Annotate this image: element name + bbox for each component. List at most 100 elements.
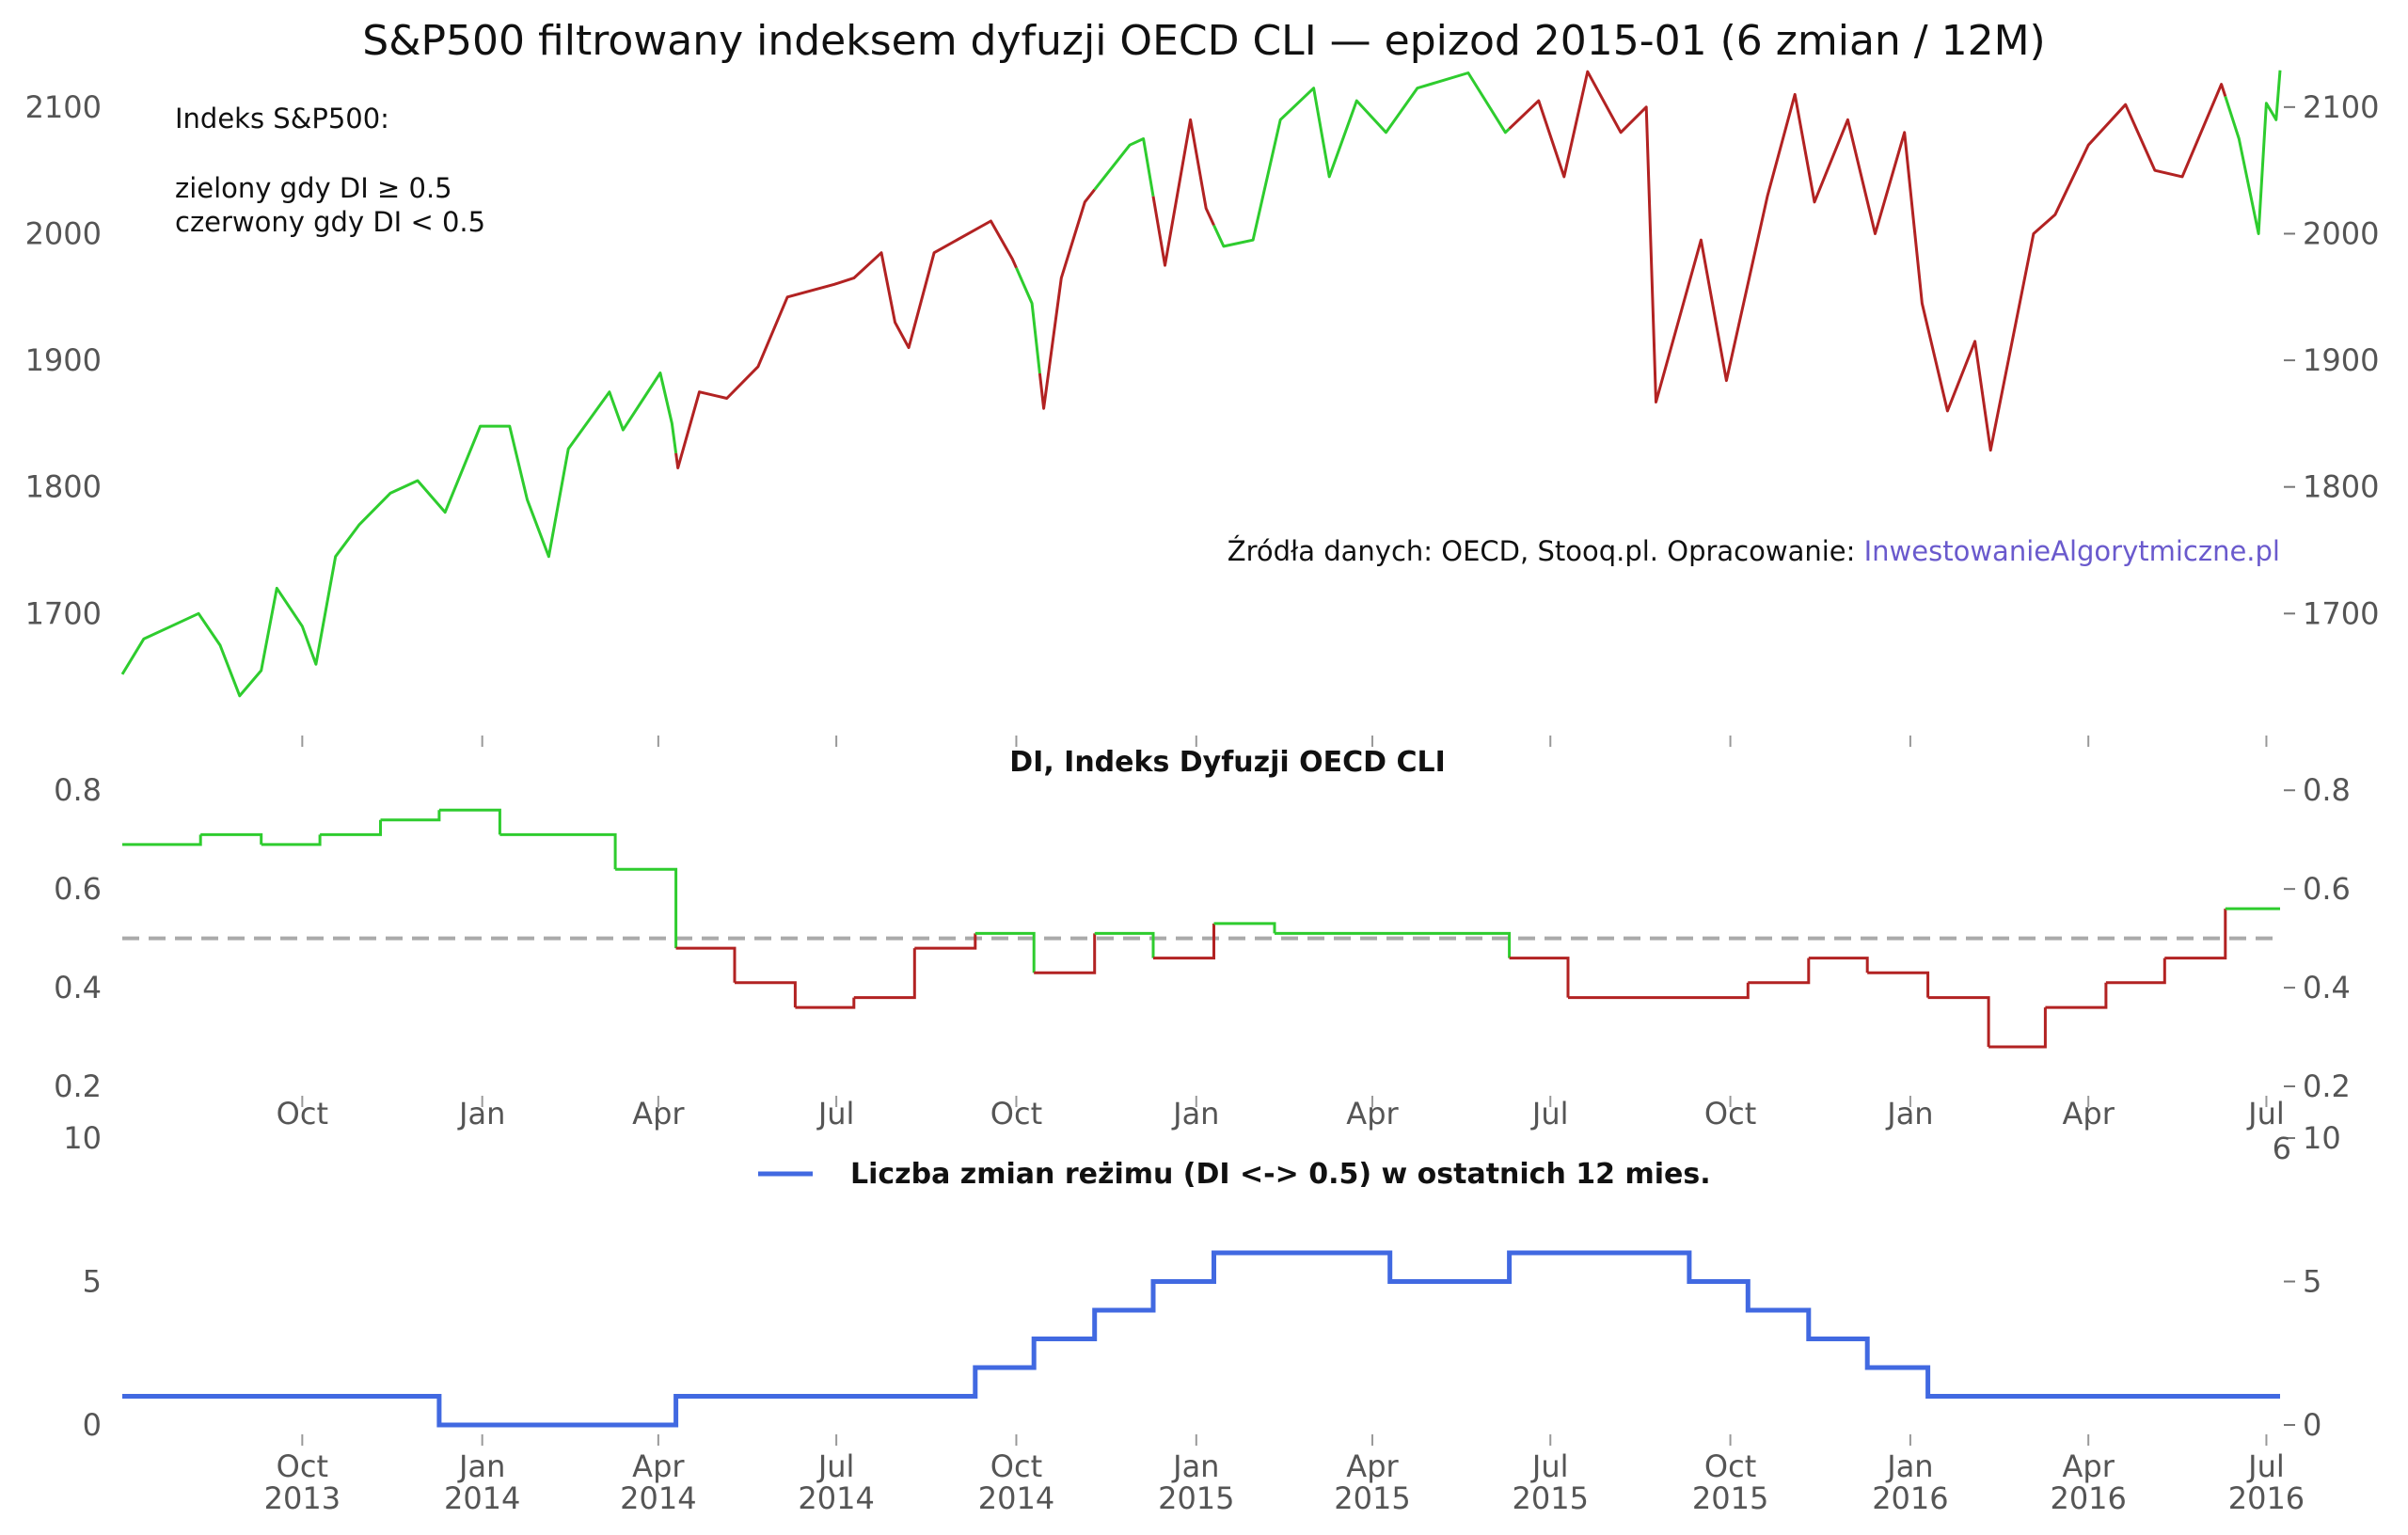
sp500-x-ticks (301, 736, 2268, 747)
di-step-8 (675, 946, 737, 983)
annotation-line2: zielony gdy DI ≥ 0.5 (175, 172, 452, 204)
sp500-ytick-left-0: 1700 (25, 595, 102, 631)
sp500-segment-8 (2224, 70, 2282, 235)
regime-xtick-month-5: Jan (1171, 1448, 1219, 1484)
sp500-segment-4 (1093, 137, 1155, 197)
sp500-segment-0 (120, 372, 678, 698)
regime-y-ticks-right: 0 5 10 (2284, 1120, 2341, 1443)
regime-legend-label: Liczba zmian reżimu (DI <-> 0.5) w ostat… (850, 1158, 1711, 1191)
source-link[interactable]: InwestowanieAlgorytmiczne.pl (1864, 535, 2280, 567)
regime-xtick-year-0: 2013 (264, 1480, 341, 1516)
di-step-18 (1275, 931, 1512, 958)
di-step-27 (2105, 957, 2166, 985)
regime-panel: Liczba zmian reżimu (DI <-> 0.5) w ostat… (63, 1120, 2340, 1516)
regime-xtick-month-2: Apr (632, 1448, 685, 1484)
di-x-ticks: Oct Jan Apr Jul Oct Jan Apr Jul Oct Jan Apr Jul (277, 1096, 2285, 1131)
di-y-ticks-left: 0.2 0.4 0.6 0.8 (54, 772, 102, 1104)
sp500-segment-3 (1038, 188, 1096, 410)
di-step-3 (320, 819, 382, 836)
di-xtick-label-11: Jul (2246, 1096, 2285, 1131)
chart-title: S&P500 filtrowany indeksem dyfuzji OECD … (362, 17, 2045, 65)
sp500-ytick-left-2: 1900 (25, 342, 102, 378)
di-step-19 (1509, 957, 1570, 998)
sp500-ytick-right-4: 2100 (2303, 89, 2379, 125)
regime-xtick-year-3: 2014 (798, 1480, 874, 1516)
di-step-1 (200, 832, 263, 845)
source-prefix: Źródła danych: OECD, Stooq.pl. Opracowan… (1228, 535, 1864, 567)
regime-ytick-right-0: 0 (2303, 1407, 2321, 1443)
sp500-panel: 1700 1800 1900 2000 2100 1700 1800 1900 2000 210… (25, 70, 2379, 747)
source-note: Źródła danych: OECD, Stooq.pl. Opracowan… (1228, 535, 2280, 567)
di-series (122, 808, 2280, 1049)
di-step-0 (122, 834, 202, 847)
di-ytick-left-0: 0.2 (54, 1068, 102, 1104)
regime-xtick-year-8: 2015 (1692, 1480, 1768, 1516)
regime-series (122, 1250, 2280, 1428)
di-legend-label: DI, Indeks Dyfuzji OECD CLI (1009, 746, 1446, 779)
regime-ytick-right-1: 5 (2303, 1264, 2321, 1300)
di-ytick-left-3: 0.8 (54, 772, 102, 808)
sp500-ytick-left-4: 2100 (25, 89, 102, 125)
di-ytick-left-2: 0.6 (54, 871, 102, 907)
regime-xtick-month-0: Oct (277, 1448, 328, 1484)
di-xtick-label-6: Apr (1346, 1096, 1399, 1131)
di-step-12 (914, 933, 977, 950)
regime-x-ticks: Oct2013Jan2014Apr2014Jul2014Oct2014Jan20… (264, 1434, 2305, 1516)
annotation-line1: Indeks S&P500: (175, 103, 389, 135)
di-step-11 (853, 948, 916, 1000)
regime-xtick-month-8: Oct (1704, 1448, 1756, 1484)
di-step-5 (438, 808, 501, 835)
sp500-ytick-left-3: 2000 (25, 215, 102, 251)
di-step-4 (380, 810, 441, 822)
di-ytick-right-2: 0.6 (2303, 871, 2351, 907)
regime-xtick-year-4: 2014 (978, 1480, 1054, 1516)
di-panel: DI, Indeks Dyfuzji OECD CLI 0.2 0.4 0.6 0.8… (54, 746, 2351, 1131)
di-xtick-label-10: Apr (2063, 1096, 2115, 1131)
di-xtick-label-3: Jul (816, 1096, 855, 1131)
sp500-ytick-right-2: 1900 (2303, 342, 2379, 378)
di-step-20 (1568, 982, 1750, 1000)
di-y-ticks-right: 0.2 0.4 0.6 0.8 (2284, 772, 2351, 1104)
di-xtick-label-7: Jul (1530, 1096, 1569, 1131)
di-xtick-label-8: Oct (1704, 1096, 1756, 1131)
di-step-6 (499, 832, 617, 870)
di-step-17 (1213, 922, 1276, 934)
annotation-line3: czerwony gdy DI < 0.5 (175, 206, 485, 238)
di-xtick-label-5: Jan (1171, 1096, 1219, 1131)
regime-ytick-left-1: 5 (83, 1264, 102, 1300)
sp500-y-ticks-left: 1700 1800 1900 2000 2100 (25, 89, 102, 631)
di-xtick-label-2: Apr (632, 1096, 685, 1131)
sp500-segment-1 (674, 219, 1018, 469)
di-xtick-label-9: Jan (1885, 1096, 1933, 1131)
di-step-26 (2045, 982, 2108, 1009)
di-ytick-left-1: 0.4 (54, 970, 102, 1005)
sp500-y-ticks-right: 1700 1800 1900 2000 2100 (2284, 89, 2379, 631)
sp500-ytick-right-0: 1700 (2303, 595, 2379, 631)
regime-y-ticks-left: 0 5 10 (63, 1120, 102, 1443)
regime-ytick-right-2: 10 (2303, 1120, 2341, 1156)
regime-xtick-year-6: 2015 (1334, 1480, 1410, 1516)
regime-xtick-year-10: 2016 (2050, 1480, 2126, 1516)
di-step-14 (1034, 933, 1097, 974)
regime-xtick-year-1: 2014 (444, 1480, 520, 1516)
di-ytick-right-0: 0.2 (2303, 1068, 2351, 1104)
sp500-segment-5 (1151, 118, 1215, 267)
di-step-13 (974, 931, 1036, 973)
di-step-2 (261, 834, 322, 847)
regime-count-line (122, 1250, 2280, 1428)
sp500-series (120, 70, 2282, 698)
di-step-10 (795, 997, 856, 1009)
regime-xtick-year-11: 2016 (2228, 1480, 2305, 1516)
di-step-21 (1748, 957, 1811, 985)
sp500-ytick-right-3: 2000 (2303, 215, 2379, 251)
regime-ytick-left-0: 0 (83, 1407, 102, 1443)
di-step-7 (615, 867, 678, 949)
regime-xtick-month-3: Jul (816, 1448, 855, 1484)
regime-xtick-month-10: Apr (2063, 1448, 2115, 1484)
sp500-ytick-right-1: 1800 (2303, 469, 2379, 505)
regime-ytick-left-2: 10 (63, 1120, 102, 1156)
sp500-ytick-left-1: 1800 (25, 469, 102, 505)
regime-xtick-year-2: 2014 (620, 1480, 696, 1516)
di-step-24 (1927, 996, 1990, 1047)
regime-xtick-month-4: Oct (990, 1448, 1042, 1484)
